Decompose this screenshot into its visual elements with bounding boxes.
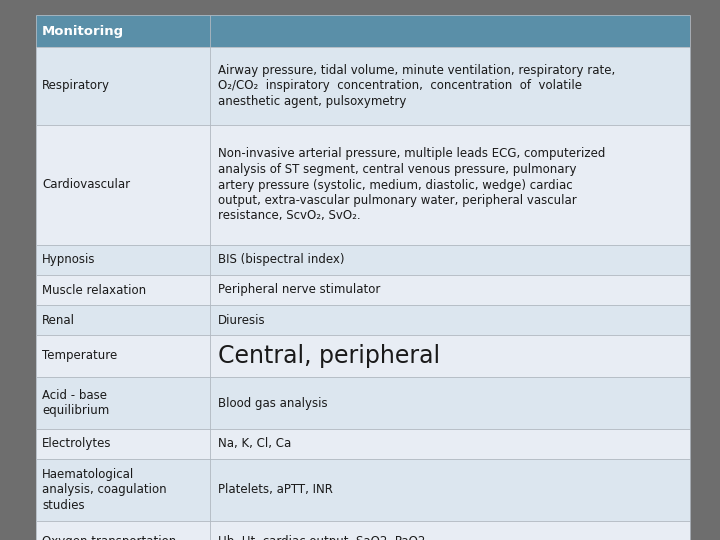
Bar <box>36 15 690 47</box>
Text: Hypnosis: Hypnosis <box>42 253 96 267</box>
Text: Airway pressure, tidal volume, minute ventilation, respiratory rate,
O₂/CO₂  ins: Airway pressure, tidal volume, minute ve… <box>218 64 616 108</box>
Bar <box>36 47 690 125</box>
Text: Platelets, aPTT, INR: Platelets, aPTT, INR <box>218 483 333 496</box>
Text: Haematological
analysis, coagulation
studies: Haematological analysis, coagulation stu… <box>42 468 166 512</box>
Text: Non-invasive arterial pressure, multiple leads ECG, computerized
analysis of ST : Non-invasive arterial pressure, multiple… <box>218 147 606 222</box>
Text: BIS (bispectral index): BIS (bispectral index) <box>218 253 344 267</box>
Text: Monitoring: Monitoring <box>42 24 124 37</box>
Text: Acid - base
equilibrium: Acid - base equilibrium <box>42 389 109 417</box>
Bar <box>36 275 690 305</box>
Bar <box>36 521 690 540</box>
Text: Renal: Renal <box>42 314 75 327</box>
Bar <box>36 335 690 377</box>
Text: Temperature: Temperature <box>42 349 117 362</box>
Bar <box>36 125 690 245</box>
Text: Oxygen transportation: Oxygen transportation <box>42 536 176 540</box>
Text: Hb, Ht, cardiac output, SaO2, PaO2: Hb, Ht, cardiac output, SaO2, PaO2 <box>218 536 426 540</box>
Text: Cardiovascular: Cardiovascular <box>42 179 130 192</box>
Text: Diuresis: Diuresis <box>218 314 266 327</box>
Bar <box>36 377 690 429</box>
Text: Na, K, Cl, Ca: Na, K, Cl, Ca <box>218 437 292 450</box>
Bar <box>36 245 690 275</box>
Text: Electrolytes: Electrolytes <box>42 437 112 450</box>
Text: Central, peripheral: Central, peripheral <box>218 344 440 368</box>
Bar <box>36 459 690 521</box>
Bar <box>36 305 690 335</box>
Bar <box>36 429 690 459</box>
Text: Respiratory: Respiratory <box>42 79 110 92</box>
Text: Peripheral nerve stimulator: Peripheral nerve stimulator <box>218 284 380 296</box>
Text: Muscle relaxation: Muscle relaxation <box>42 284 146 296</box>
Text: Blood gas analysis: Blood gas analysis <box>218 396 328 409</box>
